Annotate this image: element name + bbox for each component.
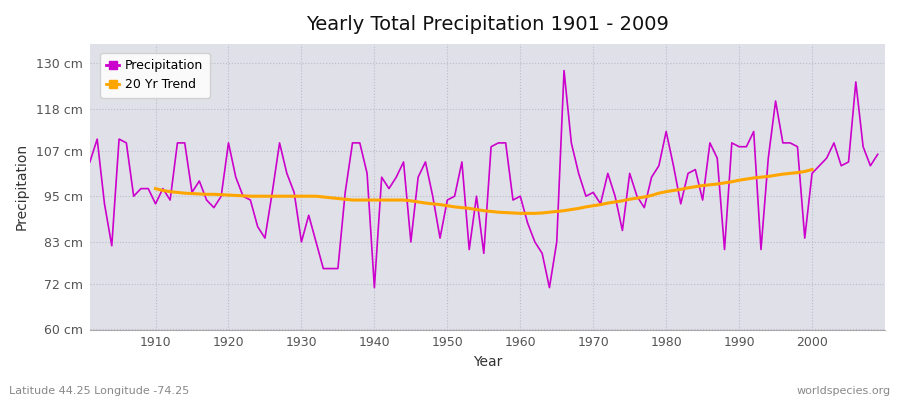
- X-axis label: Year: Year: [472, 355, 502, 369]
- Text: Latitude 44.25 Longitude -74.25: Latitude 44.25 Longitude -74.25: [9, 386, 189, 396]
- Text: worldspecies.org: worldspecies.org: [796, 386, 891, 396]
- Y-axis label: Precipitation: Precipitation: [15, 143, 29, 230]
- Legend: Precipitation, 20 Yr Trend: Precipitation, 20 Yr Trend: [100, 53, 210, 98]
- Title: Yearly Total Precipitation 1901 - 2009: Yearly Total Precipitation 1901 - 2009: [306, 15, 669, 34]
